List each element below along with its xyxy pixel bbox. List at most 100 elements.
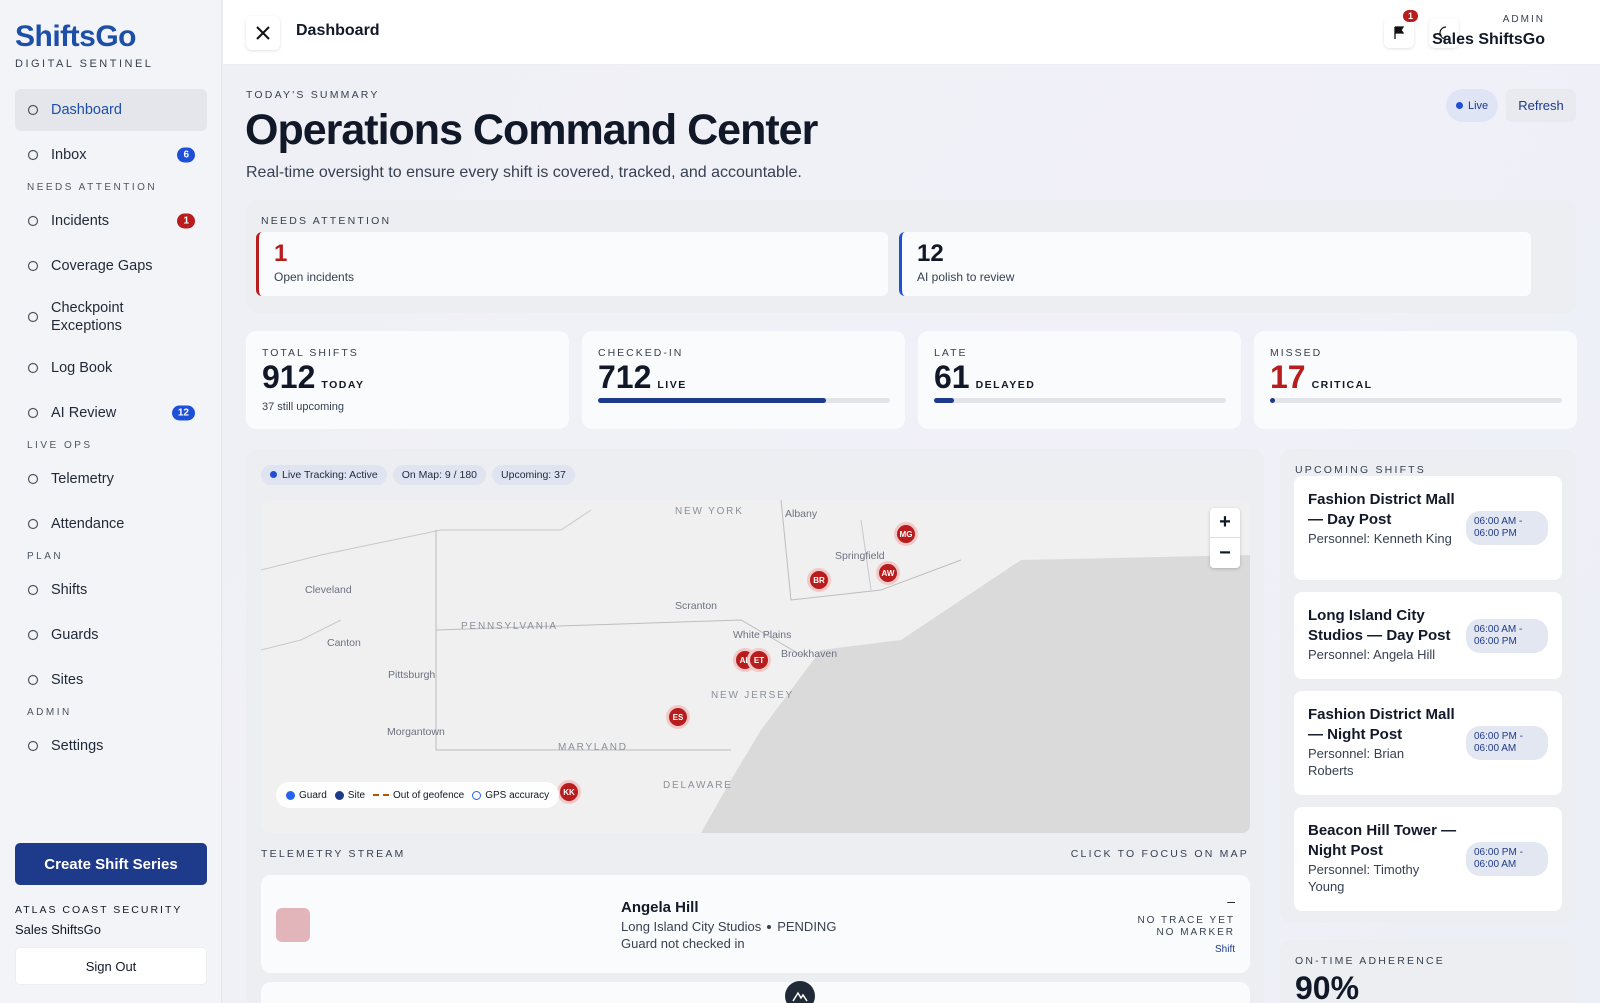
nav-item[interactable]: AI Review 12: [15, 392, 207, 434]
telemetry-link[interactable]: Shift: [1214, 944, 1235, 955]
attention-card: 1 Open incidents: [256, 232, 888, 296]
legend-swatch: [373, 794, 390, 796]
nav-item[interactable]: Log Book: [15, 347, 207, 389]
map-place-label: Brookhaven: [781, 648, 838, 660]
close-icon: [256, 26, 270, 40]
summary-eyebrow: TODAY'S SUMMARY: [246, 89, 380, 101]
stat-value-row: 61 DELAYED: [934, 359, 1035, 396]
stat-unit: TODAY: [321, 379, 365, 391]
stat-note: 37 still upcoming: [262, 401, 344, 413]
nav-item[interactable]: Sites: [15, 659, 207, 701]
nav-item[interactable]: Incidents 1: [15, 200, 207, 242]
upcoming-title: Fashion District Mall — Night Post: [1308, 706, 1455, 743]
nav-item[interactable]: Dashboard: [15, 89, 207, 131]
theme-toggle[interactable]: [1429, 18, 1459, 48]
map-place-label: MARYLAND: [558, 742, 628, 753]
telemetry-hint: CLICK TO FOCUS ON MAP: [1070, 848, 1249, 860]
legend-label: Guard: [299, 789, 327, 801]
sign-out[interactable]: Sign Out: [15, 947, 207, 985]
stat-value: 61: [934, 359, 970, 395]
nav-item[interactable]: Inbox 6: [15, 134, 207, 176]
adherence-panel: ON-TIME ADHERENCE 90%: [1280, 940, 1576, 1003]
zoom-control: + −: [1210, 508, 1240, 568]
chip-text: Live Tracking: Active: [282, 469, 378, 481]
map[interactable]: NEW YORK Albany Springfield Cleveland Scrant…: [261, 500, 1250, 833]
create-shift-button[interactable]: Create Shift Series: [15, 843, 207, 885]
upcoming-time: 06:00 AM - 06:00 PM: [1466, 511, 1548, 545]
upcoming-card[interactable]: Fashion District Mall — Day Post Personne…: [1294, 476, 1562, 580]
map-place-label: NEW JERSEY: [711, 690, 795, 701]
chip-text: On Map: 9 / 180: [401, 469, 478, 481]
floating-button[interactable]: [785, 981, 815, 1003]
upcoming-time: 06:00 PM - 06:00 AM: [1466, 726, 1548, 760]
map-place-label: Canton: [327, 637, 361, 649]
upcoming-card[interactable]: Beacon Hill Tower — Night Post Personnel:…: [1294, 807, 1562, 911]
upcoming-heading: UPCOMING SHIFTS: [1295, 464, 1427, 476]
nav-label: Settings: [51, 738, 104, 754]
nav-label: Coverage Gaps: [51, 258, 153, 274]
zoom-in[interactable]: +: [1210, 508, 1240, 538]
upcoming-card[interactable]: Fashion District Mall — Night Post Person…: [1294, 691, 1562, 795]
nav-icon: [27, 311, 39, 323]
nav-badge: 1: [177, 213, 195, 229]
border: [261, 509, 592, 571]
nav-label: Attendance: [51, 516, 125, 532]
legend-swatch: [472, 790, 482, 800]
nav-item[interactable]: Telemetry: [15, 458, 207, 500]
telemetry-card[interactable]: Angela Hill Long Island City Studios PENDI…: [261, 875, 1250, 973]
attention-panel: NEEDS ATTENTION 1 Open incidents 12 AI poli…: [246, 200, 1576, 313]
map-marker[interactable]: ES: [666, 705, 690, 729]
refresh-button[interactable]: Refresh: [1506, 89, 1576, 122]
legend-label: Out of geofence: [393, 789, 465, 801]
nav-label: AI Review: [51, 405, 117, 421]
nav-section-heading: NEEDS ATTENTION: [27, 182, 158, 193]
header-title: Dashboard: [296, 22, 380, 39]
map-marker[interactable]: MG: [894, 522, 918, 546]
map-place-label: NEW YORK: [675, 506, 744, 517]
nav-badge: 12: [171, 405, 195, 421]
moon-icon: [1439, 26, 1447, 40]
close-button[interactable]: [246, 16, 280, 50]
nav-icon: [27, 473, 39, 485]
stat-unit: LIVE: [657, 379, 687, 391]
adherence-heading: ON-TIME ADHERENCE: [1295, 955, 1445, 967]
upcoming-personnel: Personnel: Kenneth King: [1308, 531, 1452, 546]
nav-label: Telemetry: [51, 471, 114, 487]
flag-icon: [1394, 26, 1405, 39]
legend-label: Site: [347, 789, 366, 801]
nav-item[interactable]: Coverage Gaps: [15, 245, 207, 287]
map-marker[interactable]: AW: [876, 561, 900, 585]
map-place-label: DELAWARE: [663, 780, 733, 791]
progress-bar: [934, 398, 954, 403]
nav-section-heading: LIVE OPS: [27, 440, 93, 451]
map-marker[interactable]: BR: [807, 568, 831, 592]
nav-icon: [27, 215, 39, 227]
summary-subtitle: Real-time oversight to ensure every shif…: [246, 164, 802, 181]
map-marker[interactable]: KK: [557, 780, 581, 804]
stat-value-row: 17 CRITICAL: [1270, 359, 1373, 396]
floating-icon: [792, 991, 808, 1002]
map-place-label: Pittsburgh: [388, 669, 436, 681]
nav-item[interactable]: Attendance: [15, 503, 207, 545]
nav-item[interactable]: Checkpoint Exceptions: [15, 290, 207, 344]
legend-swatch: [286, 790, 295, 800]
nav-item[interactable]: Guards: [15, 614, 207, 656]
nav-label: Incidents: [51, 213, 110, 229]
stat-card: TOTAL SHIFTS 912 TODAY 37 still upcoming: [246, 331, 569, 429]
live-dot: [1456, 102, 1463, 109]
map-place-label: Scranton: [675, 600, 718, 612]
nav-icon: [27, 518, 39, 530]
brand: ShiftsGo: [15, 20, 137, 53]
nav-item[interactable]: Settings: [15, 725, 207, 767]
flag-button[interactable]: 1: [1384, 10, 1418, 48]
nav-item[interactable]: Shifts: [15, 569, 207, 611]
upcoming-card[interactable]: Long Island City Studios — Day Post Perso…: [1294, 592, 1562, 679]
map-marker[interactable]: ET: [747, 648, 771, 672]
user: Sales ShiftsGo: [15, 922, 101, 937]
sidebar: ShiftsGo DIGITAL SENTINEL Dashboard Inbox…: [0, 0, 222, 1003]
map-place-label: Cleveland: [305, 584, 352, 596]
map-place-label: Springfield: [835, 550, 885, 562]
border: [261, 619, 342, 651]
zoom-out[interactable]: −: [1219, 541, 1231, 564]
